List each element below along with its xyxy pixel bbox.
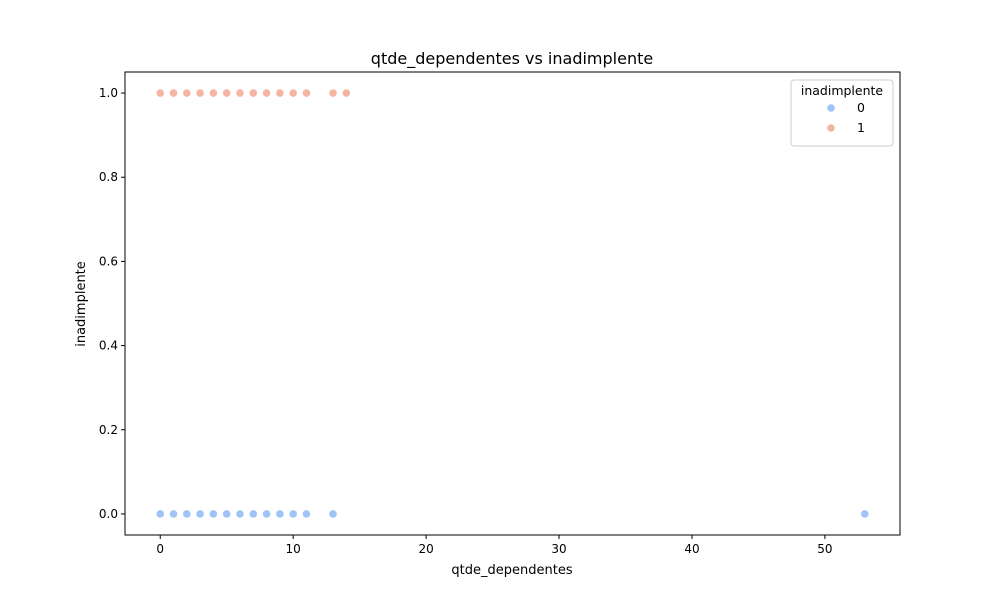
x-tick-label: 0 bbox=[156, 542, 164, 556]
data-point-series-0 bbox=[248, 509, 258, 519]
y-tick-label: 0.4 bbox=[99, 339, 118, 353]
data-point-series-0 bbox=[860, 509, 870, 519]
y-tick-label: 0.8 bbox=[99, 170, 118, 184]
x-axis-label: qtde_dependentes bbox=[451, 563, 572, 578]
data-point-series-0 bbox=[288, 509, 298, 519]
x-tick-label: 40 bbox=[684, 542, 699, 556]
axes-frame bbox=[124, 71, 901, 536]
data-point-series-0 bbox=[222, 509, 232, 519]
legend-label-0: 0 bbox=[857, 100, 865, 115]
data-point-series-1 bbox=[261, 88, 272, 98]
y-tick-label: 0.6 bbox=[99, 254, 118, 268]
plot-area: 0 10 20 30 40 500.00.20.40.60.81.0 bbox=[99, 71, 901, 556]
data-point-series-1 bbox=[341, 88, 351, 98]
legend-label-1: 1 bbox=[857, 120, 865, 135]
data-point-series-0 bbox=[168, 509, 179, 519]
data-point-series-1 bbox=[301, 88, 312, 98]
data-point-series-0 bbox=[261, 509, 272, 519]
x-tick-label: 30 bbox=[551, 542, 566, 556]
legend-box bbox=[790, 79, 894, 147]
data-point-series-1 bbox=[248, 88, 258, 98]
data-point-series-0 bbox=[275, 509, 285, 519]
legend: inadimplente 0 1 bbox=[790, 79, 894, 147]
chart-title: qtde_dependentes vs inadimplente bbox=[371, 49, 653, 69]
data-point-series-0 bbox=[195, 509, 205, 519]
data-point-series-0 bbox=[155, 509, 165, 519]
data-point-series-1 bbox=[275, 88, 285, 98]
data-point-series-1 bbox=[208, 88, 219, 98]
data-point-series-1 bbox=[195, 88, 205, 98]
data-point-series-0 bbox=[301, 509, 312, 519]
data-point-series-1 bbox=[235, 88, 245, 98]
data-point-series-1 bbox=[182, 88, 192, 98]
y-tick-label: 0.2 bbox=[99, 423, 118, 437]
data-point-series-0 bbox=[328, 509, 338, 519]
legend-title: inadimplente bbox=[801, 83, 884, 98]
legend-marker-1 bbox=[826, 123, 836, 133]
data-point-series-1 bbox=[155, 88, 165, 98]
data-point-series-0 bbox=[182, 509, 192, 519]
y-tick-label: 0.0 bbox=[99, 507, 118, 521]
data-point-series-1 bbox=[168, 88, 179, 98]
x-tick-label: 10 bbox=[286, 542, 301, 556]
data-point-series-0 bbox=[208, 509, 219, 519]
data-point-series-0 bbox=[235, 509, 245, 519]
x-tick-label: 50 bbox=[817, 542, 832, 556]
data-point-series-1 bbox=[222, 88, 232, 98]
legend-marker-0 bbox=[826, 103, 836, 113]
y-axis-label: inadimplente bbox=[74, 261, 89, 347]
y-tick-label: 1.0 bbox=[99, 86, 118, 100]
data-point-series-1 bbox=[288, 88, 298, 98]
x-tick-label: 20 bbox=[418, 542, 433, 556]
data-point-series-1 bbox=[328, 88, 338, 98]
